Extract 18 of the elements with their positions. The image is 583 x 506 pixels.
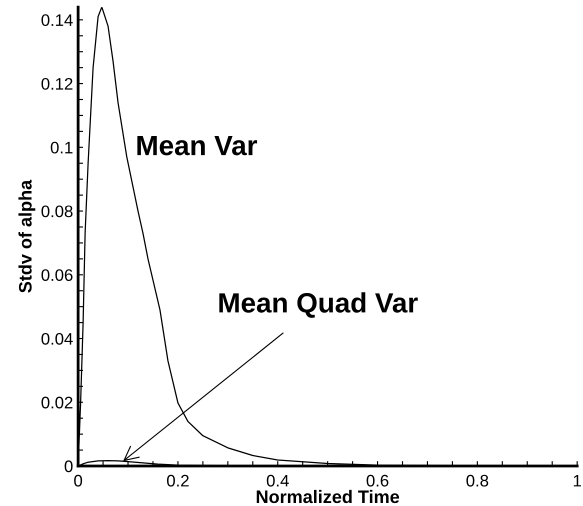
y-tick-label: 0.02	[41, 396, 72, 408]
x-tick-label: 0	[74, 474, 82, 487]
x-axis-title: Normalized Time	[256, 490, 400, 504]
x-tick-label: 0.2	[167, 474, 189, 487]
y-tick-label: 0.08	[41, 205, 73, 218]
x-tick-label: 0.8	[466, 474, 488, 487]
x-tick-label: 0.4	[266, 474, 289, 487]
y-tick-label: 0.06	[41, 269, 73, 282]
y-tick-label: 0.12	[41, 78, 72, 90]
x-tick-label: 0.6	[366, 474, 388, 487]
y-tick-label: 0.04	[41, 332, 73, 345]
annotation: Mean Quad Var	[219, 292, 418, 318]
y-tick-label: 0.1	[50, 142, 72, 154]
x-tick-label: 1	[574, 474, 581, 486]
y-tick-label: 0	[64, 460, 73, 472]
annotation: Mean Var	[137, 136, 258, 156]
y-tick-label: 0.14	[41, 14, 73, 26]
y-axis-title: Stdv of alpha	[18, 180, 36, 293]
